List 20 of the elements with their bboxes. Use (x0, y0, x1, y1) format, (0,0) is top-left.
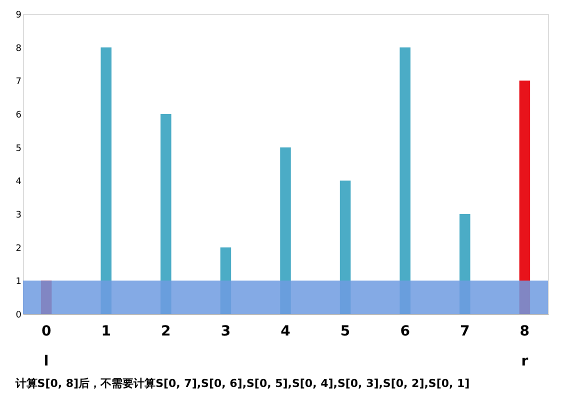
y-tick-label: 5 (16, 144, 22, 154)
y-tick-label: 7 (16, 77, 22, 88)
y-tick-label: 1 (16, 277, 22, 288)
y-tick-label: 6 (16, 110, 22, 120)
y-tick-label: 9 (16, 10, 22, 20)
y-tick-label: 2 (16, 244, 22, 254)
x-tick-label: 2 (161, 324, 171, 340)
x-tick-label: 7 (460, 324, 470, 340)
y-tick-label: 4 (16, 177, 22, 188)
x-tick-label: 6 (400, 324, 410, 340)
y-tick-label: 8 (16, 44, 22, 54)
y-tick-label: 0 (16, 310, 22, 320)
x-tick-label: 3 (220, 324, 231, 340)
x-tick-label: 5 (340, 324, 350, 340)
x-tick-label: 8 r (520, 324, 530, 370)
y-tick-label: 3 (16, 210, 22, 220)
text: 计算S[0, 8]后，不需要计算S[0, 7],S[0, 6],S[0, 5],S[0, 4],S[0, 3],S[0, 2],S[0, 1] (14, 377, 470, 390)
x-tick-label: 0 l (41, 324, 52, 370)
x-tick-label: 1 (101, 324, 111, 340)
x-tick-label: 4 (280, 324, 291, 340)
